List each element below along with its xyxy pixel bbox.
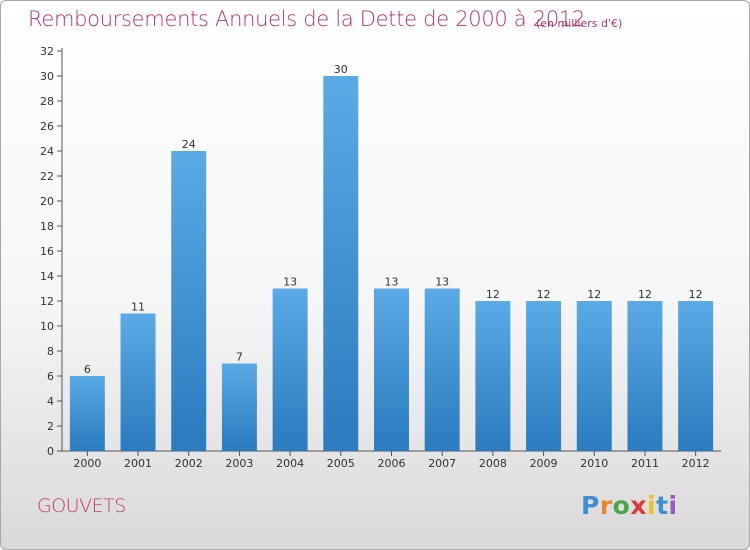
data-label-2003: 7 bbox=[236, 351, 243, 364]
y-tick-label: 14 bbox=[40, 270, 54, 283]
data-label-2012: 12 bbox=[689, 288, 703, 301]
bar-2001 bbox=[120, 313, 156, 451]
data-label-2000: 6 bbox=[84, 363, 91, 376]
logo-letter: t bbox=[656, 491, 669, 520]
x-tick-label-2006: 2006 bbox=[378, 457, 406, 470]
x-tick-label-2000: 2000 bbox=[73, 457, 101, 470]
bar-2012 bbox=[678, 301, 714, 451]
x-tick-label-2005: 2005 bbox=[327, 457, 355, 470]
logo-letter: r bbox=[599, 491, 613, 520]
logo-letter: i bbox=[668, 491, 678, 520]
y-tick-label: 20 bbox=[40, 195, 54, 208]
y-tick-label: 0 bbox=[47, 445, 54, 458]
x-tick-label-2011: 2011 bbox=[631, 457, 659, 470]
x-tick-label-2008: 2008 bbox=[479, 457, 507, 470]
y-tick-label: 24 bbox=[40, 145, 54, 158]
chart-subtitle: (en milliers d'€) bbox=[536, 17, 623, 30]
bar-2011 bbox=[627, 301, 663, 451]
logo-letter: o bbox=[612, 491, 631, 520]
bar-2002 bbox=[171, 151, 207, 451]
x-tick-label-2007: 2007 bbox=[428, 457, 456, 470]
y-tick-label: 8 bbox=[47, 345, 54, 358]
y-tick-label: 6 bbox=[47, 370, 54, 383]
data-label-2002: 24 bbox=[182, 138, 196, 151]
y-tick-label: 28 bbox=[40, 95, 54, 108]
bar-2000 bbox=[69, 376, 105, 451]
logo-letter: i bbox=[647, 491, 657, 520]
x-tick-label-2001: 2001 bbox=[124, 457, 152, 470]
y-tick-label: 26 bbox=[40, 120, 54, 133]
bar-2007 bbox=[424, 288, 460, 451]
x-tick-label-2002: 2002 bbox=[175, 457, 203, 470]
logo-letter: x bbox=[630, 491, 647, 520]
y-tick-label: 4 bbox=[47, 395, 54, 408]
data-label-2007: 13 bbox=[435, 276, 449, 289]
x-tick-label-2010: 2010 bbox=[580, 457, 608, 470]
bar-2003 bbox=[221, 363, 257, 451]
y-tick-label: 2 bbox=[47, 420, 54, 433]
data-label-2001: 11 bbox=[131, 301, 145, 314]
x-tick-label-2009: 2009 bbox=[530, 457, 558, 470]
bar-2010 bbox=[576, 301, 612, 451]
data-label-2004: 13 bbox=[283, 276, 297, 289]
y-tick-label: 30 bbox=[40, 70, 54, 83]
bar-2009 bbox=[526, 301, 562, 451]
bar-2006 bbox=[374, 288, 409, 451]
y-tick-label: 12 bbox=[40, 295, 54, 308]
data-label-2005: 30 bbox=[334, 63, 348, 76]
data-label-2009: 12 bbox=[537, 288, 551, 301]
data-label-2010: 12 bbox=[587, 288, 601, 301]
proxiti-logo: Proxiti bbox=[581, 491, 678, 520]
y-tick-label: 22 bbox=[40, 170, 54, 183]
x-tick-label-2012: 2012 bbox=[682, 457, 710, 470]
logo-letter: P bbox=[581, 491, 600, 520]
y-tick-label: 32 bbox=[40, 45, 54, 58]
bar-2004 bbox=[272, 288, 308, 451]
y-tick-label: 10 bbox=[40, 320, 54, 333]
bar-2005 bbox=[323, 76, 359, 451]
data-label-2008: 12 bbox=[486, 288, 500, 301]
commune-name: GOUVETS bbox=[37, 495, 126, 517]
chart-title: Remboursements Annuels de la Dette de 20… bbox=[28, 7, 585, 31]
x-tick-label-2004: 2004 bbox=[276, 457, 304, 470]
x-tick-label-2003: 2003 bbox=[225, 457, 253, 470]
data-label-2011: 12 bbox=[638, 288, 652, 301]
bar-2008 bbox=[475, 301, 511, 451]
y-tick-label: 18 bbox=[40, 220, 54, 233]
data-label-2006: 13 bbox=[385, 276, 399, 289]
y-tick-label: 16 bbox=[40, 245, 54, 258]
